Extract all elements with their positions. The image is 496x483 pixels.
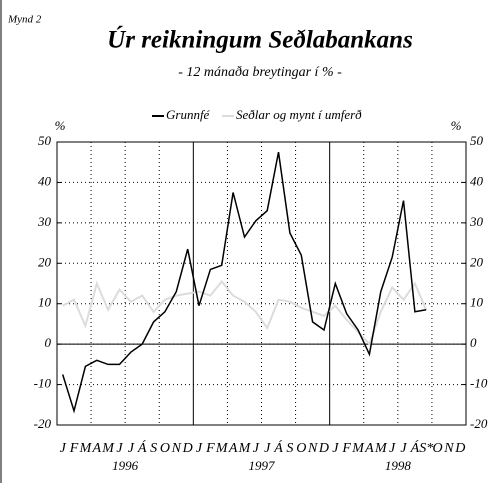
y-tick-label: 50 bbox=[38, 133, 52, 148]
y2-tick-label: -20 bbox=[470, 416, 488, 431]
x-tick-label: N bbox=[443, 441, 454, 456]
y-tick-label: -20 bbox=[34, 416, 52, 431]
x-tick-label: J bbox=[196, 441, 203, 456]
x-tick-label: J bbox=[128, 441, 135, 456]
x-tick-label: M bbox=[351, 441, 365, 456]
y-tick-label: 20 bbox=[38, 254, 52, 269]
x-tick-label: F bbox=[341, 441, 351, 456]
y2-tick-label: 0 bbox=[470, 335, 477, 350]
x-tick-label: J bbox=[264, 441, 271, 456]
y-tick-label: 0 bbox=[45, 335, 52, 350]
x-tick-label: J bbox=[332, 441, 339, 456]
x-tick-label: M bbox=[238, 441, 252, 456]
x-tick-label: M bbox=[79, 441, 93, 456]
y2-tick-label: 20 bbox=[470, 254, 484, 269]
y-tick-label: 10 bbox=[38, 295, 52, 310]
legend-label: Seðlar og mynt í umferð bbox=[236, 107, 362, 122]
y-tick-label: -10 bbox=[34, 376, 52, 391]
x-tick-label: S* bbox=[419, 441, 433, 456]
x-tick-label: J bbox=[60, 441, 67, 456]
y2-axis-label: % bbox=[451, 118, 462, 133]
x-tick-label: F bbox=[205, 441, 215, 456]
y2-tick-label: 40 bbox=[470, 173, 484, 188]
x-tick-label: Á bbox=[137, 439, 147, 456]
x-tick-label: J bbox=[253, 441, 260, 456]
x-tick-label: J bbox=[400, 441, 407, 456]
year-label: 1998 bbox=[385, 458, 412, 473]
x-tick-label: O bbox=[296, 441, 306, 456]
year-label: 1997 bbox=[249, 458, 276, 473]
series-line bbox=[62, 279, 428, 346]
x-tick-label: A bbox=[364, 441, 374, 456]
y2-tick-label: -10 bbox=[470, 376, 488, 391]
y-tick-label: 40 bbox=[38, 173, 52, 188]
x-tick-label: N bbox=[307, 441, 318, 456]
x-tick-label: O bbox=[433, 441, 443, 456]
chart-subtitle: - 12 mánaða breytingar í % - bbox=[178, 65, 342, 80]
y2-tick-label: 10 bbox=[470, 295, 484, 310]
y-axis-label: % bbox=[55, 118, 66, 133]
series-line bbox=[61, 151, 427, 414]
y2-tick-label: 50 bbox=[470, 133, 484, 148]
plot-frame bbox=[56, 141, 467, 426]
x-tick-label: N bbox=[171, 441, 182, 456]
x-tick-label: S bbox=[150, 441, 157, 456]
x-tick-label: J bbox=[389, 441, 396, 456]
x-tick-label: Á bbox=[273, 439, 283, 456]
y-tick-label: 30 bbox=[37, 214, 52, 229]
x-tick-label: D bbox=[454, 441, 465, 456]
x-tick-label: D bbox=[318, 441, 329, 456]
x-tick-label: M bbox=[215, 441, 229, 456]
x-tick-label: A bbox=[228, 441, 238, 456]
x-tick-label: F bbox=[69, 441, 79, 456]
x-tick-label: A bbox=[91, 441, 101, 456]
legend-label: Grunnfé bbox=[166, 107, 211, 122]
x-tick-label: O bbox=[160, 441, 170, 456]
x-tick-label: D bbox=[182, 441, 193, 456]
x-tick-label: M bbox=[101, 441, 115, 456]
year-label: 1996 bbox=[112, 458, 139, 473]
chart-title: Úr reikningum Seðlabankans bbox=[107, 26, 413, 54]
y2-tick-label: 30 bbox=[469, 214, 484, 229]
x-tick-label: M bbox=[374, 441, 388, 456]
x-tick-label: Á bbox=[410, 439, 420, 456]
x-tick-label: J bbox=[116, 441, 123, 456]
figure-label: Mynd 2 bbox=[7, 14, 42, 26]
x-tick-label: S bbox=[286, 441, 293, 456]
